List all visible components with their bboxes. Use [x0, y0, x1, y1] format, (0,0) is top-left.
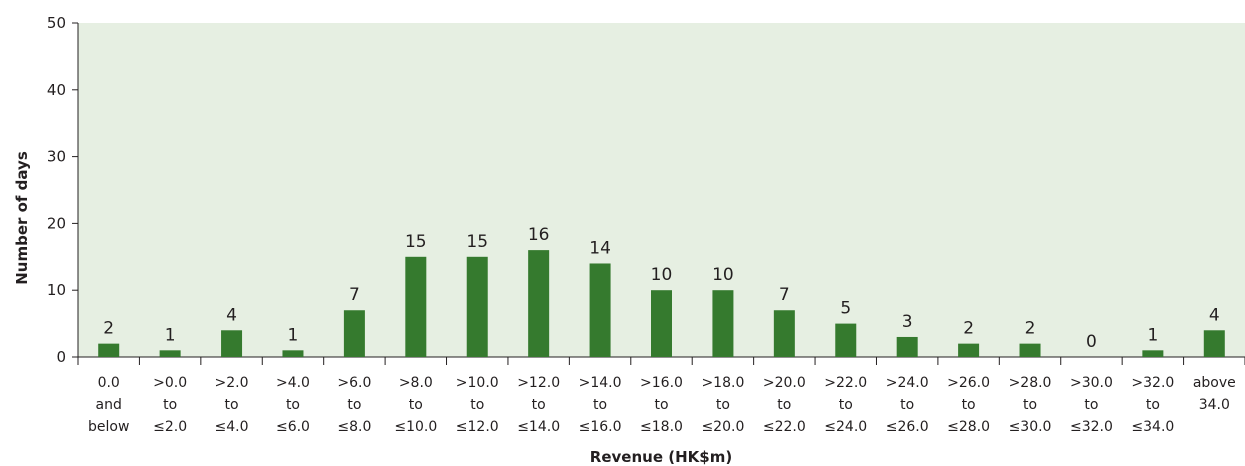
- bar: [98, 343, 120, 357]
- bar: [651, 290, 672, 357]
- category-label: >2.0 to ≤4.0: [215, 375, 249, 435]
- bar: [343, 310, 365, 357]
- data-label: 15: [405, 232, 427, 252]
- data-label: 4: [1209, 305, 1220, 325]
- category-label: >0.0 to ≤2.0: [153, 375, 187, 435]
- bar-series: [98, 250, 1225, 357]
- data-label: 14: [589, 238, 611, 258]
- bar: [896, 336, 918, 357]
- bar: [835, 323, 857, 357]
- category-label: above 34.0: [1193, 375, 1236, 413]
- y-tick-label: 50: [47, 14, 66, 32]
- bar: [1019, 343, 1041, 357]
- category-label: >4.0 to ≤6.0: [276, 375, 310, 435]
- y-axis-title: Number of days: [13, 151, 31, 285]
- category-label: >16.0 to ≤18.0: [640, 375, 683, 435]
- category-label: >30.0 to ≤32.0: [1070, 375, 1113, 435]
- data-label: 5: [840, 299, 851, 319]
- category-label: >26.0 to ≤28.0: [947, 375, 990, 435]
- data-label: 1: [165, 325, 176, 345]
- category-label: >32.0 to ≤34.0: [1131, 375, 1174, 435]
- y-tick-label: 0: [56, 348, 66, 366]
- y-axis: 0 10 20 30 40 50: [47, 14, 79, 366]
- data-label: 7: [779, 285, 790, 305]
- bar: [1142, 350, 1164, 357]
- y-tick-label: 10: [47, 281, 66, 299]
- category-label: >12.0 to ≤14.0: [517, 375, 560, 435]
- data-label: 7: [349, 285, 360, 305]
- category-label: >28.0 to ≤30.0: [1009, 375, 1052, 435]
- x-axis: [77, 356, 1245, 365]
- bar: [712, 290, 734, 357]
- data-label: 1: [1147, 325, 1158, 345]
- data-label: 10: [651, 265, 673, 285]
- category-label: >6.0 to ≤8.0: [337, 375, 371, 435]
- y-tick-label: 20: [47, 214, 66, 232]
- category-label: >10.0 to ≤12.0: [456, 375, 499, 435]
- data-label: 16: [528, 225, 550, 245]
- bar: [405, 256, 427, 357]
- y-tick-label: 30: [47, 148, 66, 166]
- bar: [773, 310, 795, 357]
- data-label: 0: [1086, 332, 1097, 352]
- bar: [466, 256, 488, 357]
- bar: [221, 330, 243, 357]
- data-label: 3: [902, 312, 913, 332]
- category-label: >14.0 to ≤16.0: [579, 375, 622, 435]
- bar: [528, 250, 550, 357]
- bar: [1203, 330, 1225, 357]
- data-label: 1: [288, 325, 299, 345]
- category-label: >18.0 to ≤20.0: [701, 375, 744, 435]
- category-label: >20.0 to ≤22.0: [763, 375, 806, 435]
- data-label: 2: [103, 319, 114, 339]
- data-label: 4: [226, 305, 237, 325]
- data-label: 10: [712, 265, 734, 285]
- bar: [282, 350, 304, 357]
- category-label: >24.0 to ≤26.0: [886, 375, 929, 435]
- y-tick-label: 40: [47, 81, 66, 99]
- bar: [958, 343, 980, 357]
- category-labels: 0.0 and below >0.0 to ≤2.0 >2.0 to ≤4.0 >4.0 to ≤6.…: [88, 375, 1236, 435]
- category-label: >8.0 to ≤10.0: [394, 375, 437, 435]
- bar: [159, 350, 181, 357]
- data-label: 2: [963, 319, 974, 339]
- x-axis-title: Revenue (HK$m): [590, 448, 732, 466]
- category-label: 0.0 and below: [88, 375, 129, 435]
- category-label: >22.0 to ≤24.0: [824, 375, 867, 435]
- bar: [589, 263, 611, 357]
- data-label: 2: [1025, 319, 1036, 339]
- data-label: 15: [466, 232, 488, 252]
